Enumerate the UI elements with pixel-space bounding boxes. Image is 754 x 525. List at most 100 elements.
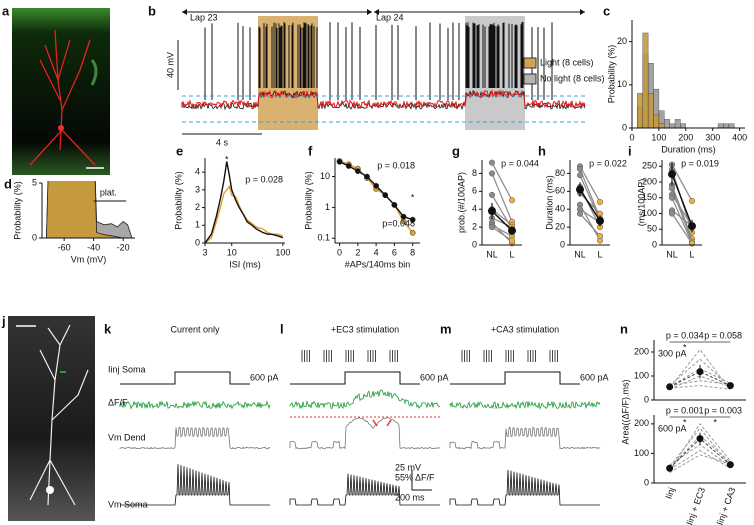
pair-line (579, 204, 601, 241)
pair-line (671, 209, 693, 227)
x-axis-label: ISI (ms) (229, 259, 261, 269)
panel-label: a (2, 3, 10, 18)
p-value: p = 0.058 (704, 330, 742, 340)
y-tick-label: 2 (472, 221, 477, 231)
x-tick-label: -60 (58, 242, 71, 252)
pair-line (579, 192, 601, 215)
legend-label: No light (8 cells) (540, 73, 605, 83)
y-tick-label: 0.1 (317, 233, 330, 243)
pair-line (491, 226, 513, 242)
y-axis-label: Area((ΔF/F).ms) (620, 379, 630, 444)
panel-label: m (440, 321, 452, 336)
cell-line (669, 423, 731, 472)
cell-line (669, 385, 731, 390)
arrows (372, 419, 392, 427)
histogram-bar (728, 123, 735, 129)
x-tick-label: 8 (410, 247, 415, 257)
y-axis-label: Duration (ms) (544, 175, 554, 230)
panel-label: i (628, 143, 632, 158)
current-step (120, 371, 250, 385)
pair-line (491, 222, 513, 244)
scale-label: 25 mV (395, 462, 421, 472)
histogram-bar (637, 93, 643, 129)
p-value: p = 0.003 (704, 405, 742, 415)
significance: * (713, 417, 717, 427)
y-tick-label: 40 (555, 204, 565, 214)
panel-title: +CA3 stimulation (491, 324, 559, 334)
scale-label: 55% ΔF/F (395, 472, 435, 482)
current-label: 600 pA (250, 372, 279, 382)
p-value: p = 0.019 (681, 158, 719, 168)
panel-title: Current only (170, 324, 220, 334)
current-label: 600 pA (420, 372, 449, 382)
scale-label: 40 mV (165, 52, 175, 78)
trace-dff (449, 400, 601, 410)
mean-point (726, 461, 734, 469)
pair-line (671, 197, 693, 244)
p-value: p = 0.044 (501, 158, 539, 168)
y-tick-label: 0 (622, 122, 627, 132)
histogram-bar (674, 119, 681, 129)
mean-line (579, 189, 601, 222)
point (382, 192, 389, 198)
point (400, 213, 407, 220)
area-outline (46, 181, 133, 238)
lap-label: Lap 24 (376, 12, 404, 22)
x-tick-label: Iinj + EC3 (684, 486, 707, 525)
y-tick-label: 1 (195, 220, 200, 230)
x-tick-label: 3 (202, 247, 207, 257)
line (204, 161, 284, 244)
pair-line (671, 164, 693, 202)
mean-line (669, 371, 731, 388)
condition-label: 600 pA (658, 423, 687, 433)
point (409, 229, 416, 236)
panel-label: j (1, 313, 6, 328)
histogram-bar (647, 93, 654, 129)
x-axis-label: Vm (mV) (71, 254, 107, 264)
y-tick-label: 250 (642, 161, 657, 171)
y-tick-label: 0 (644, 477, 649, 487)
mean-point (696, 435, 704, 443)
y-tick-label: 0 (32, 232, 37, 242)
current-label: 600 pA (580, 372, 609, 382)
trace-soma (289, 473, 440, 506)
mean-point (508, 226, 516, 235)
point (668, 185, 676, 192)
pair-line (491, 162, 513, 201)
trace-soma (120, 464, 270, 506)
point (391, 202, 398, 208)
x-tick-label: 0 (629, 132, 634, 142)
x-axis-label: #APs/140ms bin (345, 259, 411, 269)
cell-line (669, 358, 731, 388)
y-tick-label: 4 (472, 204, 477, 214)
panel-label: g (452, 143, 460, 158)
row-label: ΔF/F (108, 397, 128, 407)
x-tick-label: 400 (732, 132, 747, 142)
significance: * (365, 174, 369, 184)
p-value: p = 0.018 (377, 160, 415, 170)
pair-line (579, 174, 601, 221)
trace-dff (119, 400, 271, 410)
panel-title: +EC3 stimulation (331, 324, 399, 334)
point (354, 168, 361, 174)
y-tick-label: 200 (642, 176, 657, 186)
cell-line (669, 380, 731, 387)
mean-point (726, 382, 734, 390)
y-tick-label: 5 (32, 177, 37, 187)
x-tick-label: L (689, 249, 694, 259)
y-tick-label: 0 (644, 394, 649, 404)
current-step (450, 371, 580, 385)
cell-line (669, 435, 731, 469)
current-step (290, 371, 420, 385)
y-axis-label: (ms/100AP) (636, 179, 646, 227)
point (596, 233, 604, 240)
pair-line (579, 213, 601, 237)
point (488, 170, 496, 177)
mean-point (666, 464, 674, 472)
point (576, 172, 584, 179)
trace-red (181, 89, 586, 110)
y-tick-label: 20 (555, 221, 565, 231)
condition-label: 300 pA (658, 348, 687, 358)
point (508, 197, 516, 204)
